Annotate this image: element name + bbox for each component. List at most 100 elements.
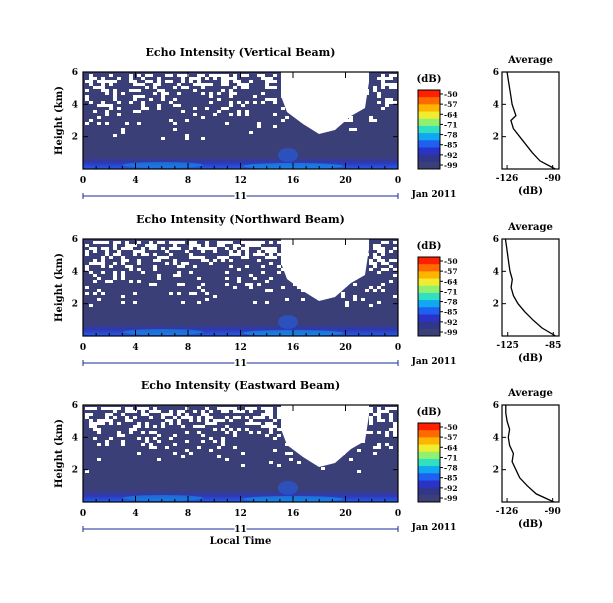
missing-data-cell — [381, 419, 385, 422]
missing-data-cell — [197, 244, 201, 247]
colorbar-tick-label: -71 — [444, 453, 458, 462]
missing-data-cell — [365, 289, 369, 292]
missing-data-cell — [381, 289, 385, 292]
colorbar-tick-label: -92 — [444, 484, 458, 493]
missing-data-cell — [197, 425, 201, 428]
missing-data-cell — [105, 440, 109, 443]
missing-data-cell — [93, 422, 97, 425]
missing-data-cell — [269, 77, 273, 80]
missing-data-cell — [277, 241, 281, 244]
missing-data-cell — [377, 410, 381, 413]
x-tick-label: 0 — [395, 509, 401, 519]
missing-data-cell — [105, 92, 109, 95]
missing-data-cell — [313, 104, 317, 107]
missing-data-cell — [325, 410, 329, 413]
missing-data-cell — [181, 410, 185, 413]
missing-data-cell — [169, 410, 173, 413]
missing-data-cell — [381, 77, 385, 80]
missing-data-cell — [193, 244, 197, 247]
missing-data-region — [281, 405, 369, 467]
missing-data-cell — [301, 262, 305, 265]
missing-data-cell — [109, 74, 113, 77]
missing-data-cell — [261, 265, 265, 268]
missing-data-cell — [213, 440, 217, 443]
missing-data-cell — [277, 410, 281, 413]
missing-data-cell — [177, 265, 181, 268]
missing-data-cell — [361, 262, 365, 265]
missing-data-cell — [273, 425, 277, 428]
missing-data-cell — [265, 289, 269, 292]
missing-data-cell — [325, 437, 329, 440]
missing-data-cell — [277, 253, 281, 256]
missing-data-cell — [165, 256, 169, 259]
x-tick-label: 4 — [132, 343, 138, 353]
missing-data-cell — [297, 428, 301, 431]
x-tick-label: 4 — [132, 176, 138, 186]
missing-data-cell — [129, 280, 133, 283]
missing-data-cell — [113, 416, 117, 419]
missing-data-cell — [313, 86, 317, 89]
missing-data-cell — [281, 253, 285, 256]
missing-data-cell — [329, 268, 333, 271]
missing-data-cell — [361, 434, 365, 437]
missing-data-cell — [237, 101, 241, 104]
missing-data-cell — [281, 413, 285, 416]
missing-data-cell — [93, 250, 97, 253]
missing-data-cell — [141, 95, 145, 98]
y-axis-label: Height (km) — [54, 419, 65, 488]
missing-data-cell — [373, 452, 377, 455]
missing-data-cell — [225, 458, 229, 461]
missing-data-cell — [265, 98, 269, 101]
missing-data-cell — [197, 83, 201, 86]
missing-data-cell — [89, 304, 93, 307]
missing-data-cell — [137, 250, 141, 253]
missing-data-cell — [205, 259, 209, 262]
missing-data-cell — [141, 413, 145, 416]
missing-data-cell — [353, 295, 357, 298]
missing-data-cell — [165, 80, 169, 83]
missing-data-cell — [377, 77, 381, 80]
missing-data-cell — [109, 422, 113, 425]
missing-data-cell — [273, 250, 277, 253]
missing-data-cell — [329, 83, 333, 86]
missing-data-cell — [293, 259, 297, 262]
missing-data-cell — [229, 95, 233, 98]
missing-data-cell — [185, 407, 189, 410]
missing-data-cell — [353, 250, 357, 253]
colorbar-tick-label: -64 — [444, 277, 458, 286]
missing-data-cell — [349, 241, 353, 244]
missing-data-cell — [157, 277, 161, 280]
missing-data-cell — [97, 262, 101, 265]
missing-data-cell — [309, 407, 313, 410]
missing-data-cell — [301, 89, 305, 92]
missing-data-cell — [85, 407, 89, 410]
missing-data-cell — [185, 74, 189, 77]
profile-x-tick-label: -90 — [545, 507, 561, 517]
missing-data-cell — [333, 101, 337, 104]
missing-data-cell — [93, 77, 97, 80]
missing-data-cell — [309, 244, 313, 247]
missing-data-cell — [89, 419, 93, 422]
missing-data-cell — [297, 286, 301, 289]
missing-data-cell — [97, 422, 101, 425]
missing-data-cell — [153, 253, 157, 256]
missing-data-cell — [289, 413, 293, 416]
x-tick-label: 12 — [234, 509, 247, 519]
missing-data-cell — [393, 259, 397, 262]
missing-data-cell — [349, 419, 353, 422]
missing-data-cell — [313, 268, 317, 271]
missing-data-cell — [261, 416, 265, 419]
missing-data-cell — [105, 122, 109, 125]
colorbar-segment — [418, 118, 440, 127]
colorbar-tick-label: -78 — [444, 464, 458, 473]
missing-data-cell — [121, 256, 125, 259]
missing-data-cell — [369, 431, 373, 434]
panel-2: Echo Intensity (Northward Beam) 6 4 2 Height… — [54, 213, 561, 369]
missing-data-cell — [129, 268, 133, 271]
profile-y-tick-label: 2 — [493, 466, 499, 476]
missing-data-cell — [245, 253, 249, 256]
missing-data-cell — [105, 419, 109, 422]
missing-data-cell — [369, 410, 373, 413]
missing-data-cell — [273, 113, 277, 116]
missing-data-cell — [109, 437, 113, 440]
